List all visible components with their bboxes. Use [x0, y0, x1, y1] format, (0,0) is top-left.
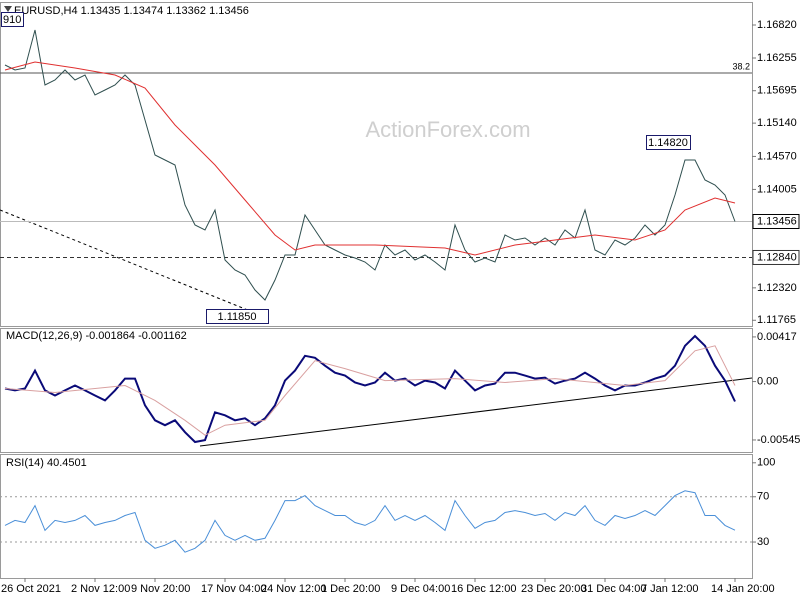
y-tick-label: 1.14570 [757, 150, 797, 162]
price-label-box [752, 213, 800, 229]
series-line [4, 490, 736, 553]
annotation-box [646, 135, 691, 150]
annotation-box [1, 12, 24, 27]
price-label: 1.12840 [757, 251, 797, 263]
y-tick-label: 1.15140 [757, 117, 797, 129]
x-tick-label: 26 Oct 2021 [1, 583, 61, 595]
y-tick-label: 1.16255 [757, 52, 797, 64]
annotation: 910 [3, 14, 21, 26]
y-tick-label: 1.15695 [757, 85, 797, 97]
y-tick-label: 1.16820 [757, 19, 797, 31]
series-line [4, 29, 736, 301]
chart-title: EURUSD,H4 1.13435 1.13474 1.13362 1.1345… [14, 5, 249, 17]
x-tick-label: 23 Dec 20:00 [521, 583, 586, 595]
y-tick-label: 0.00 [757, 375, 778, 387]
series-line [4, 334, 736, 444]
x-tick-label: 9 Dec 04:00 [391, 583, 450, 595]
rsi-panel [0, 454, 753, 579]
x-tick-label: 17 Nov 04:00 [201, 583, 266, 595]
fib-label: 38.2 [732, 61, 750, 71]
y-tick-label: 100 [757, 457, 775, 469]
annotation: 1.11850 [218, 311, 257, 323]
y-tick-label: -0.005456 [757, 434, 800, 446]
y-tick-label: 1.12320 [757, 282, 797, 294]
price-label-box [752, 249, 800, 265]
indicator-title: RSI(14) 40.4501 [6, 457, 87, 469]
y-tick-label: 70 [757, 491, 769, 503]
x-tick-label: 9 Nov 20:00 [131, 583, 190, 595]
series-line [4, 345, 736, 436]
price-panel [0, 2, 753, 327]
x-tick-label: 24 Nov 12:00 [261, 583, 326, 595]
indicator-title: MACD(12,26,9) -0.001864 -0.001162 [6, 330, 187, 342]
trend-line [199, 377, 753, 447]
annotation: 1.14820 [648, 137, 688, 149]
x-tick-label: 7 Jan 12:00 [641, 583, 699, 595]
y-tick-label: 0.00417 [757, 331, 797, 343]
x-tick-label: 1 Dec 20:00 [321, 583, 380, 595]
x-tick-label: 14 Jan 20:00 [711, 583, 775, 595]
macd-panel [0, 328, 753, 453]
x-tick-label: 2 Nov 12:00 [71, 583, 130, 595]
y-tick-label: 1.14005 [757, 183, 797, 195]
series-line [4, 61, 736, 256]
watermark: ActionForex.com [365, 117, 530, 142]
menu-icon [4, 6, 12, 12]
y-tick-label: 30 [757, 536, 769, 548]
trend-line [0, 209, 261, 316]
x-tick-label: 31 Dec 04:00 [581, 583, 646, 595]
annotation-box [206, 309, 269, 324]
price-label: 1.13456 [757, 215, 797, 227]
y-tick-label: 1.11765 [757, 314, 796, 326]
x-tick-label: 16 Dec 12:00 [451, 583, 516, 595]
